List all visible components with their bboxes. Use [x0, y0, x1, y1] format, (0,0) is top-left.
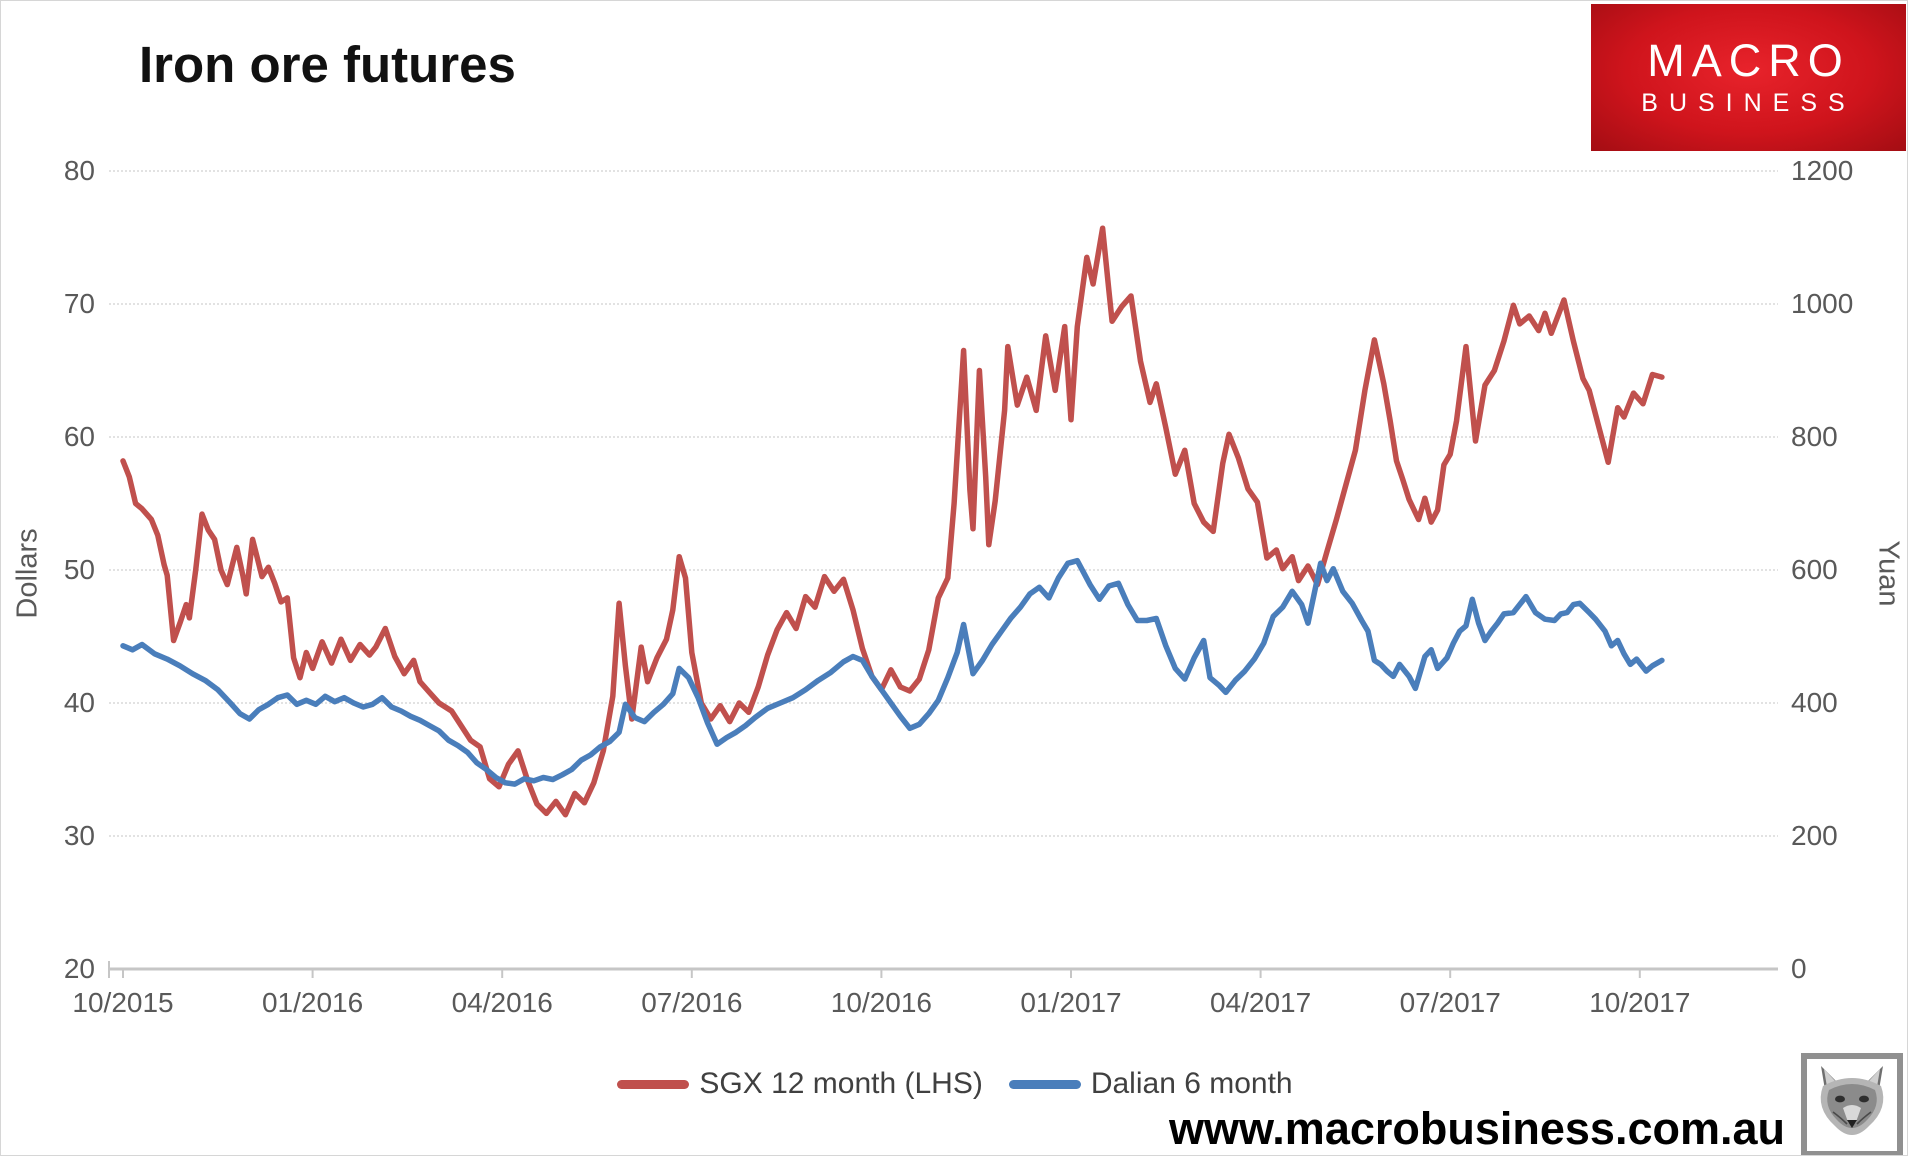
chart-legend: SGX 12 month (LHS) Dalian 6 month	[1, 1067, 1907, 1101]
series-line-dalian	[120, 557, 1665, 787]
right-axis-tick-label: 600	[1791, 554, 1838, 585]
right-axis-tick-label: 800	[1791, 421, 1838, 452]
series-line-sgx	[120, 225, 1665, 818]
macrobusiness-logo-line2: BUSINESS	[1641, 88, 1856, 117]
website-link[interactable]: www.macrobusiness.com.au	[1168, 1103, 1785, 1154]
left-axis-tick-label: 30	[63, 820, 95, 851]
dalian-line-swatch-icon	[1008, 1079, 1081, 1089]
left-axis-tick-label: 60	[63, 421, 95, 452]
left-axis-tick-label: 80	[63, 155, 95, 186]
legend-label-dalian: Dalian 6 month	[1090, 1067, 1293, 1100]
x-axis-tick-label: 10/2015	[72, 987, 174, 1018]
left-axis-tick-label: 20	[63, 953, 95, 984]
x-axis-tick-label: 04/2017	[1209, 987, 1312, 1018]
right-axis-tick-label: 400	[1791, 687, 1838, 718]
x-axis-tick-label: 04/2016	[451, 987, 553, 1018]
x-axis-tick-label: 10/2017	[1589, 987, 1691, 1018]
sgx-line-swatch-icon	[617, 1079, 690, 1089]
x-axis-tick-label: 01/2016	[261, 987, 364, 1018]
macrobusiness-logo[interactable]: MACRO BUSINESS	[1591, 4, 1906, 151]
x-axis-tick-label: 07/2016	[641, 987, 743, 1018]
right-axis-title: Yuan	[1872, 540, 1905, 607]
right-axis-tick-label: 1200	[1791, 155, 1854, 186]
right-axis-tick-label: 0	[1791, 953, 1807, 984]
right-axis-tick-label: 1000	[1791, 288, 1854, 319]
left-axis-tick-label: 50	[63, 554, 95, 585]
chart-title: Iron ore futures	[139, 36, 516, 93]
macrobusiness-logo-line1: MACRO	[1647, 35, 1850, 87]
left-axis-tick-label: 40	[63, 687, 95, 718]
legend-label-sgx: SGX 12 month (LHS)	[699, 1067, 983, 1100]
legend-item-sgx: SGX 12 month (LHS)	[617, 1067, 983, 1101]
left-axis-title: Dollars	[11, 528, 44, 619]
x-axis-tick-label: 01/2017	[1020, 987, 1122, 1018]
x-axis-tick-label: 07/2017	[1399, 987, 1501, 1018]
left-axis-tick-label: 70	[63, 288, 95, 319]
legend-item-dalian: Dalian 6 month	[1008, 1067, 1293, 1101]
x-axis-tick-label: 10/2016	[830, 987, 932, 1018]
fox-head-icon	[1820, 1066, 1884, 1135]
right-axis-tick-label: 200	[1791, 820, 1838, 851]
fox-logo	[1801, 1053, 1903, 1155]
